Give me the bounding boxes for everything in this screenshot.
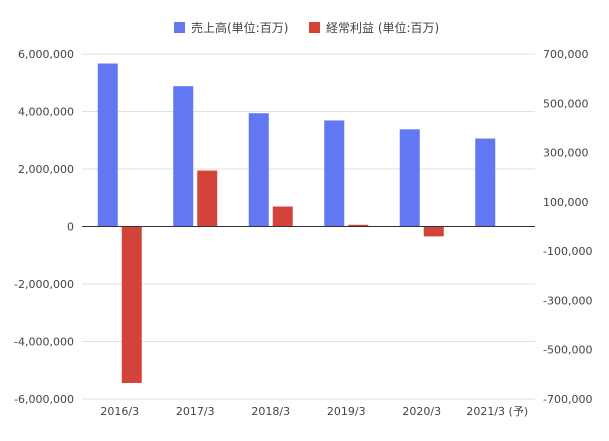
legend-label: 経常利益 (単位:百万) — [326, 20, 439, 35]
bars — [82, 63, 535, 383]
bar-ordinary-profit — [121, 226, 142, 383]
y-right-tick-label: 300,000 — [543, 147, 589, 160]
bar-ordinary-profit — [348, 224, 369, 227]
y-left-tick-label: 2,000,000 — [18, 163, 74, 176]
y-right-tick-label: 100,000 — [543, 196, 589, 209]
x-tick-label: 2021/3 (予) — [466, 405, 528, 418]
y-right-tick-label: -300,000 — [543, 294, 592, 307]
bar-sales — [248, 113, 269, 227]
legend[interactable]: 売上高(単位:百万) 経常利益 (単位:百万) — [174, 20, 439, 35]
x-tick-label: 2016/3 — [100, 405, 139, 418]
y-right-tick-label: -100,000 — [543, 245, 592, 258]
x-tick-label: 2018/3 — [251, 405, 290, 418]
legend-label: 売上高(単位:百万) — [191, 20, 288, 35]
y-left-tick-label: 4,000,000 — [18, 106, 74, 119]
bar-ordinary-profit — [423, 226, 444, 237]
y-left-tick-label: 0 — [67, 221, 74, 234]
bar-sales — [399, 129, 420, 227]
bar-sales — [324, 120, 345, 227]
bar-sales — [173, 86, 194, 227]
bar-ordinary-profit — [197, 170, 218, 227]
legend-swatch — [309, 22, 320, 33]
y-right-tick-label: 500,000 — [543, 97, 589, 110]
y-right-tick-label: -700,000 — [543, 393, 592, 406]
y-left-tick-label: -6,000,000 — [14, 393, 74, 406]
y-left-tick-label: 6,000,000 — [18, 48, 74, 61]
bar-ordinary-profit — [272, 206, 293, 227]
y-right-tick-label: 700,000 — [543, 48, 589, 61]
y-left-tick-label: -2,000,000 — [14, 278, 74, 291]
bar-sales — [475, 138, 496, 227]
y-left-tick-label: -4,000,000 — [14, 336, 74, 349]
y-right-tick-label: -500,000 — [543, 344, 592, 357]
x-tick-label: 2019/3 — [327, 405, 366, 418]
bar-sales — [97, 63, 118, 227]
x-tick-label: 2017/3 — [176, 405, 215, 418]
x-tick-label: 2020/3 — [402, 405, 441, 418]
legend-swatch — [174, 22, 185, 33]
axes: 6,000,000 4,000,000 2,000,000 0 -2,000,000 -4… — [14, 48, 592, 418]
